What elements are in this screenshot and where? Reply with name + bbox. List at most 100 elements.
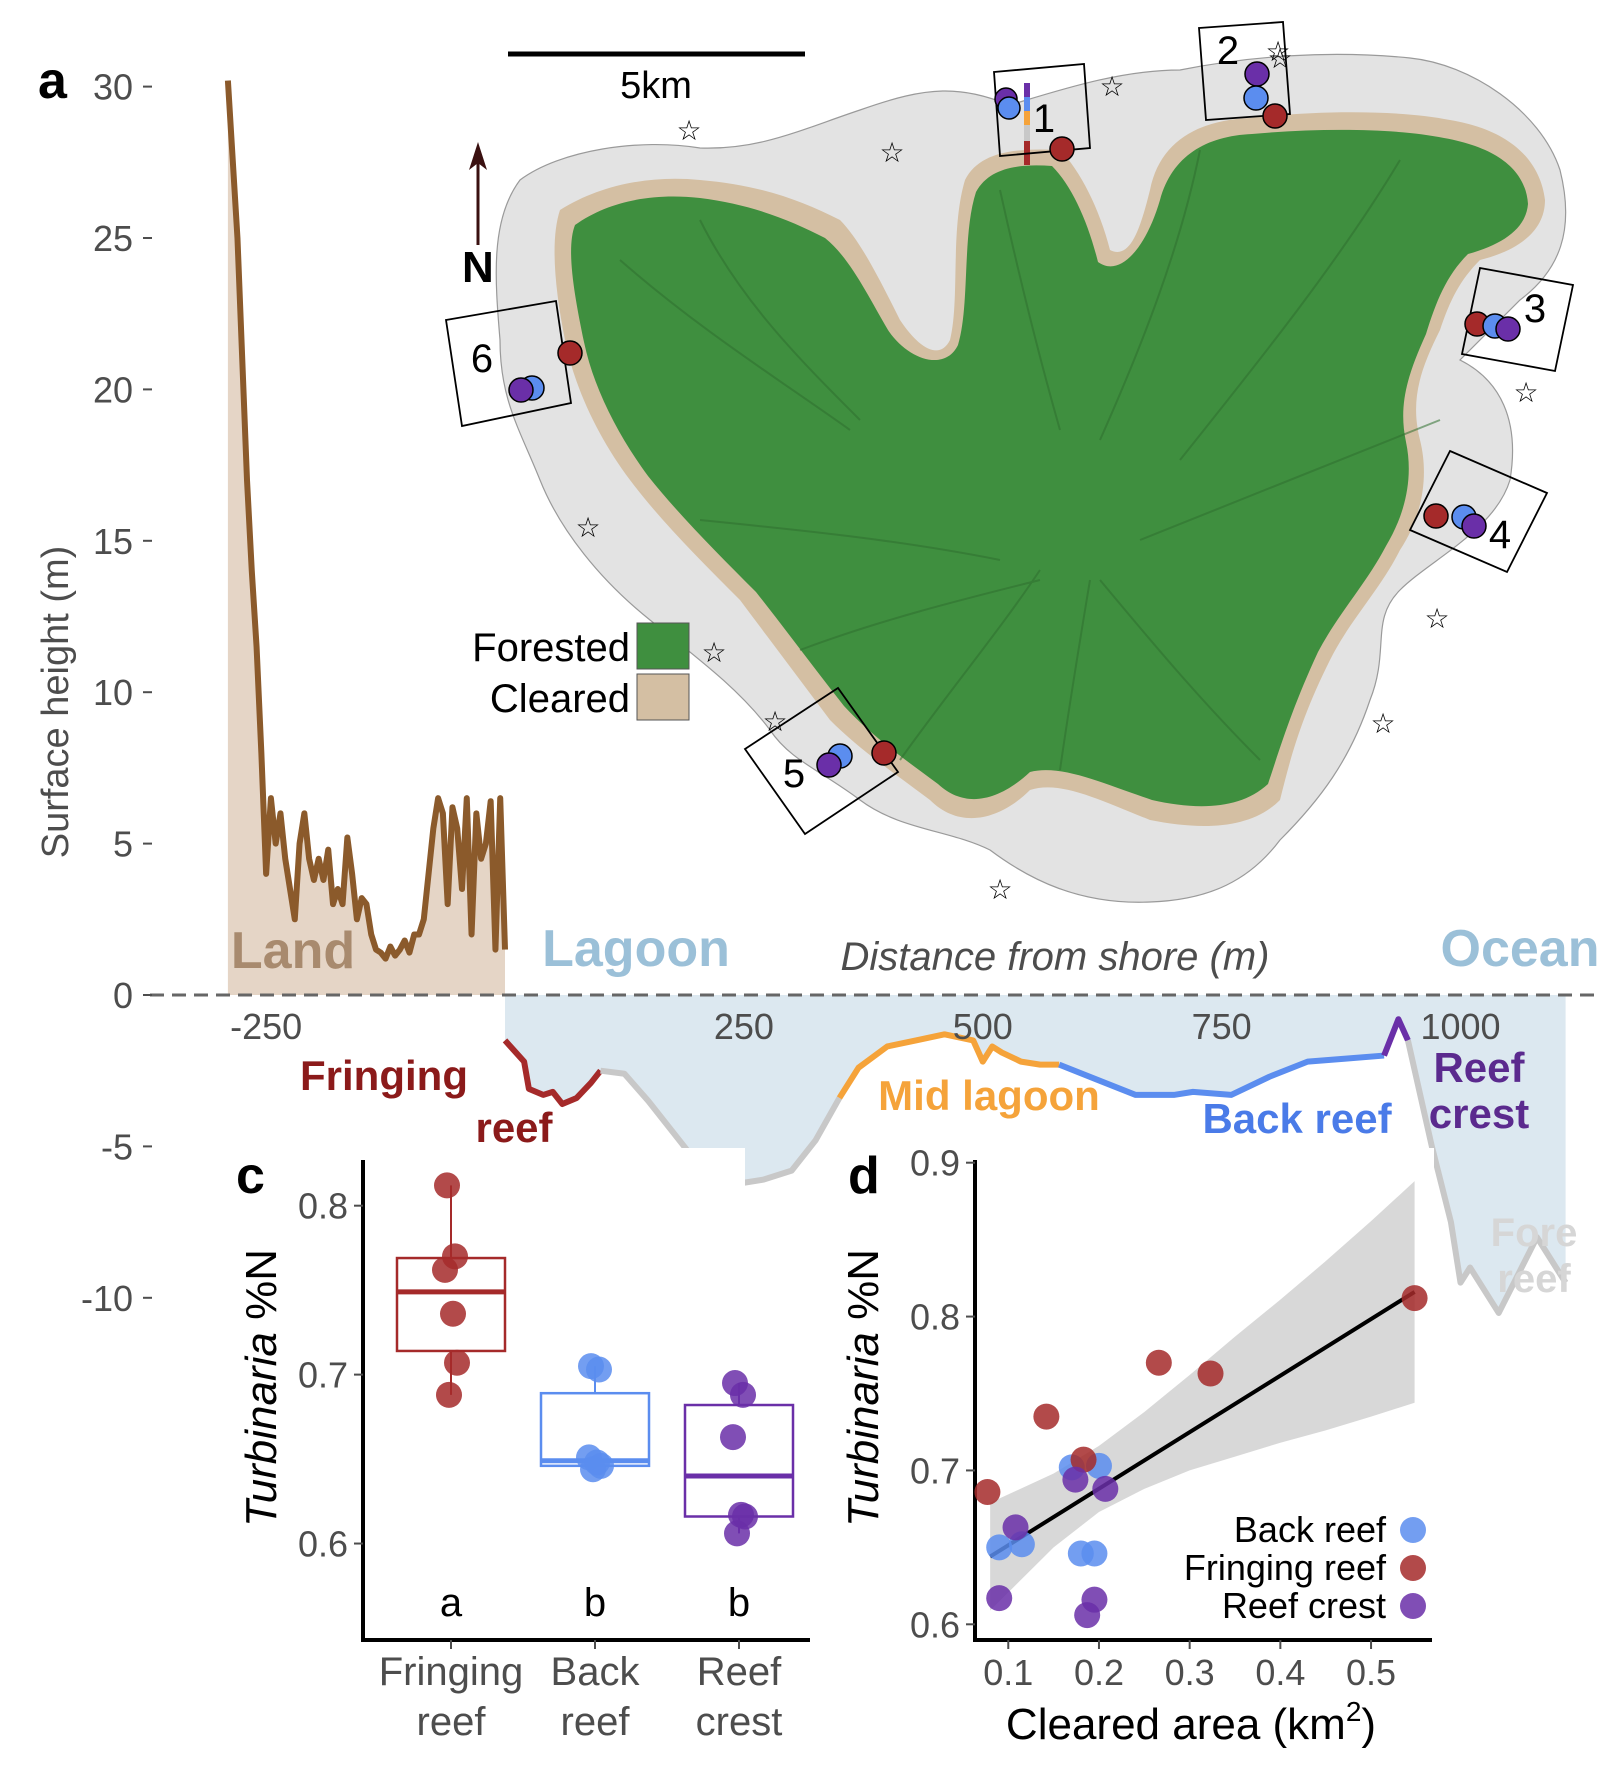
star-icon: ☆ <box>701 637 726 668</box>
scatter-point-crest <box>986 1585 1013 1612</box>
star-icon: ☆ <box>1267 43 1292 74</box>
star-icon: ☆ <box>1513 377 1538 408</box>
panel-d-x-tick-label: 0.3 <box>1165 1652 1215 1693</box>
panel-d-y-tick-label: 0.9 <box>910 1143 960 1184</box>
star-icon: ☆ <box>879 137 904 168</box>
map-site-6-crest <box>508 377 534 403</box>
panel-d-letter: d <box>848 1147 880 1205</box>
zone-crest-label-2: crest <box>1429 1090 1529 1137</box>
zone-back-label: Back reef <box>1202 1095 1392 1142</box>
map-site-5-crest <box>816 752 842 778</box>
y-tick-label: -10 <box>81 1278 133 1319</box>
y-tick-label: 5 <box>113 824 133 865</box>
scatter-point-crest <box>1074 1602 1101 1629</box>
panel-d-y-tick-label: 0.8 <box>910 1297 960 1338</box>
y-axis-title: Surface height (m) <box>35 546 77 859</box>
site-box-5-label: 5 <box>783 752 805 796</box>
legend-swatch-fringing <box>1400 1555 1426 1581</box>
significance-letter: b <box>728 1581 750 1625</box>
panel-d-y-tick-label: 0.6 <box>910 1604 960 1645</box>
box-point <box>730 1381 756 1408</box>
zone-fringing-label-1: Fringing <box>300 1052 468 1099</box>
map-site-2-crest <box>1244 61 1270 87</box>
panel-d-x-tick-label: 0.1 <box>983 1652 1033 1693</box>
panel-d-x-title: Cleared area (km2) <box>1006 1696 1376 1749</box>
legend-swatch-back <box>1400 1517 1426 1543</box>
box-point <box>720 1424 746 1451</box>
box-point <box>432 1256 458 1283</box>
island-map: 5km N Forested Cleared ☆ ☆ ☆ ☆ ☆ ☆ ☆ ☆ ☆… <box>444 21 1575 905</box>
panel-d-y-title: Turbinaria %N <box>839 1249 888 1527</box>
scatter-point-fringing <box>1197 1360 1224 1387</box>
map-site-3-crest <box>1495 316 1521 342</box>
legend-cleared-label: Cleared <box>490 677 630 721</box>
panel-c-x-tick-label: Reef <box>697 1650 782 1694</box>
region-land-label: Land <box>231 922 355 980</box>
legend-label: Fringing reef <box>1184 1547 1387 1588</box>
panel-c-y-title: Turbinaria %N <box>237 1249 286 1527</box>
north-arrow <box>469 142 487 245</box>
relief-ridges <box>619 149 1441 771</box>
y-tick-label: 15 <box>93 521 133 562</box>
panel-c-x-tick-label: Fringing <box>379 1650 524 1694</box>
y-tick-label: 20 <box>93 369 133 410</box>
panel-c-y-tick-label: 0.6 <box>298 1524 348 1565</box>
panel-c-y-tick-label: 0.8 <box>298 1186 348 1227</box>
x-tick-label: 250 <box>714 1006 774 1047</box>
significance-letter: a <box>440 1581 463 1625</box>
star-icon: ☆ <box>1099 71 1124 102</box>
x-tick-label: 1000 <box>1420 1006 1500 1047</box>
panel-d-x-tick-label: 0.5 <box>1346 1652 1396 1693</box>
north-arrow-icon <box>469 142 487 170</box>
panel-c-x-tick-label: reef <box>561 1700 631 1744</box>
y-tick-label: 30 <box>93 67 133 108</box>
legend-label: Back reef <box>1234 1509 1387 1550</box>
box-point <box>440 1300 466 1327</box>
site-box-2 <box>1198 21 1291 121</box>
profile-back-line <box>1058 1052 1385 1098</box>
site-box-5 <box>743 686 900 836</box>
x-tick-label: 750 <box>1192 1006 1252 1047</box>
y-tick-label: 10 <box>93 672 133 713</box>
panel-d-x-tick-label: 0.2 <box>1074 1652 1124 1693</box>
zone-mid-label: Mid lagoon <box>878 1072 1100 1119</box>
panel-c-x-tick-label: Back <box>551 1650 641 1694</box>
x-axis-title: Distance from shore (m) <box>841 935 1270 979</box>
panel-d-x-title-sup: 2 <box>1346 1696 1362 1727</box>
box-point <box>434 1172 460 1199</box>
star-icon: ☆ <box>575 512 600 543</box>
panel-a-letter: a <box>38 52 68 110</box>
zone-fore-label-2: reef <box>1497 1257 1571 1301</box>
map-site-2-back <box>1243 85 1269 111</box>
scatter-point-fringing <box>1070 1446 1097 1473</box>
panel-c-y-title-rest: %N <box>237 1249 286 1320</box>
x-axis: -250 250 500 750 1000 <box>230 1006 1500 1047</box>
profile-mid-line <box>836 1031 1060 1100</box>
box-point <box>444 1349 470 1376</box>
box-point <box>586 1356 612 1383</box>
legend-swatch-crest <box>1400 1593 1426 1619</box>
panel-c-y-tick-label: 0.7 <box>298 1355 348 1396</box>
scatter-point-crest <box>1062 1466 1089 1493</box>
land-fill <box>227 80 505 995</box>
box-point <box>580 1456 606 1483</box>
scatter-point-crest <box>1002 1514 1029 1541</box>
map-site-6-fringing <box>557 340 583 366</box>
y-tick-label: -5 <box>101 1126 133 1167</box>
land-elevation-line <box>224 80 508 962</box>
north-label: N <box>462 243 494 292</box>
map-site-5-fringing <box>871 740 897 766</box>
panel-d-y-tick-label: 0.7 <box>910 1450 960 1491</box>
confidence-band <box>990 1181 1415 1611</box>
panel-d-x-title-close: ) <box>1361 1700 1376 1749</box>
legend-forested-swatch <box>636 622 690 670</box>
map-site-2-fringing <box>1262 103 1288 129</box>
star-icon: ☆ <box>762 706 787 737</box>
map-site-4-crest <box>1461 513 1487 539</box>
profile-crest-line <box>1381 1016 1411 1057</box>
panel-c-x-tick-label: crest <box>696 1700 783 1744</box>
panel-d-y-title-rest: %N <box>839 1249 888 1320</box>
profile-fore-line <box>1405 1039 1569 1316</box>
panel-c-boxplot: 0.6 0.7 0.8 a Fringing reef b Back reef b Reef cres… <box>236 1147 810 1744</box>
legend-forested-label: Forested <box>472 626 630 670</box>
